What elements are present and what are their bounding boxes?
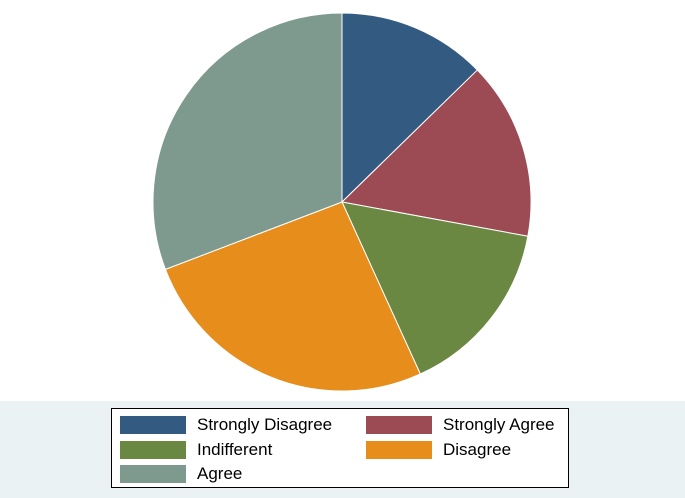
pie-slice-agree xyxy=(152,12,343,270)
plot-area xyxy=(0,0,685,401)
legend-swatch-strongly-agree xyxy=(366,416,432,434)
legend: Strongly Disagree Strongly Agree Indiffe… xyxy=(111,408,569,488)
pie-slice-disagree xyxy=(164,201,421,392)
legend-swatch-agree xyxy=(120,465,186,483)
legend-label-strongly-agree: Strongly Agree xyxy=(443,415,555,434)
legend-label-agree: Agree xyxy=(197,464,243,483)
legend-label-disagree: Disagree xyxy=(443,440,512,459)
legend-swatch-strongly-disagree xyxy=(120,416,186,434)
pie-slice-indifferent xyxy=(341,201,529,375)
legend-label-indifferent: Indifferent xyxy=(197,440,273,459)
legend-item-strongly-disagree: Strongly Disagree xyxy=(120,414,332,436)
pie-slice-strongly-agree xyxy=(341,69,532,237)
pie-chart xyxy=(152,12,532,392)
pie-slice-strongly-disagree xyxy=(341,12,478,203)
legend-swatch-disagree xyxy=(366,441,432,459)
legend-label-strongly-disagree: Strongly Disagree xyxy=(197,415,333,434)
legend-item-indifferent: Indifferent xyxy=(120,439,272,461)
legend-item-strongly-agree: Strongly Agree xyxy=(366,414,555,436)
legend-item-agree: Agree xyxy=(120,463,242,485)
legend-swatch-indifferent xyxy=(120,441,186,459)
legend-item-disagree: Disagree xyxy=(366,439,511,461)
